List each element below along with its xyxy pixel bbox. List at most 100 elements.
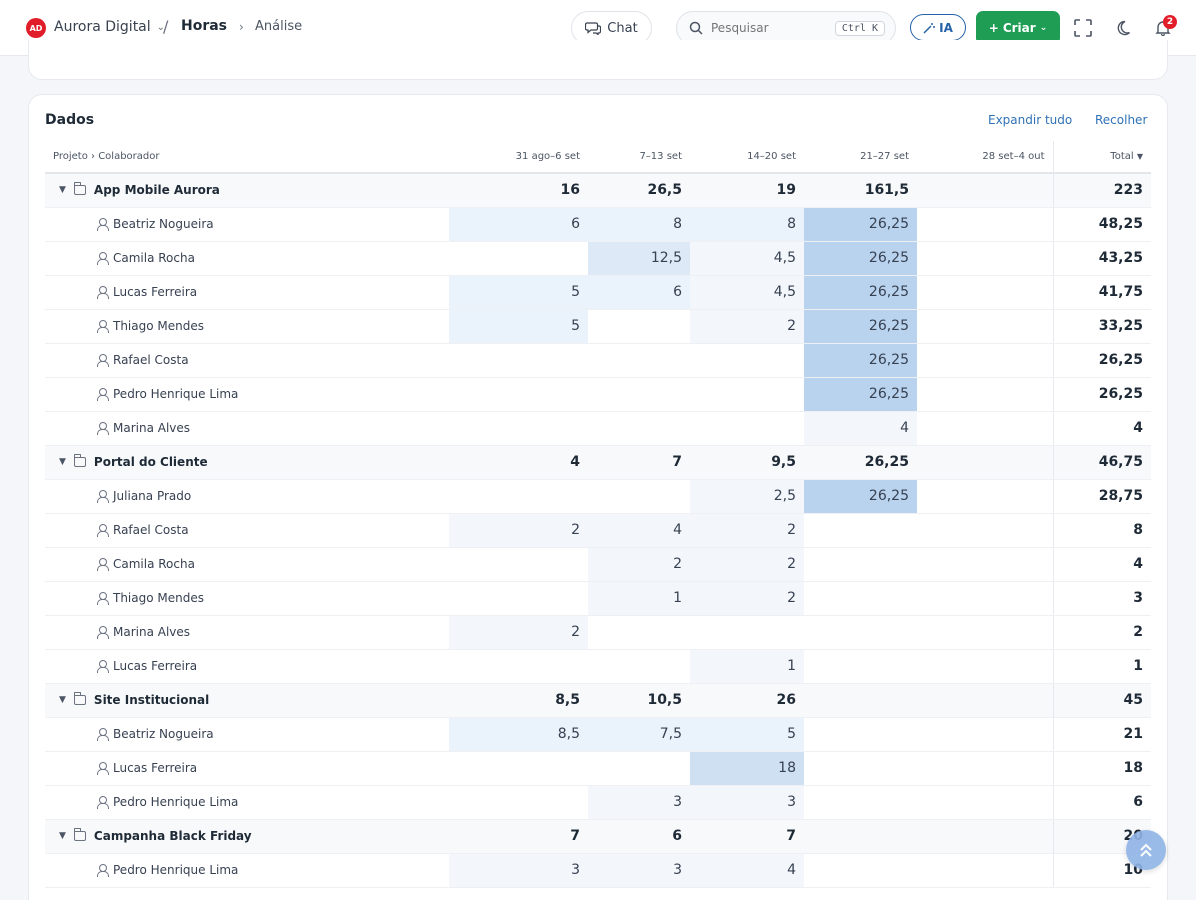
org-logo[interactable]: AD bbox=[26, 18, 46, 38]
org-name: Aurora Digital bbox=[54, 19, 151, 35]
collaborator-row: Rafael Costa 2 4 2 8 bbox=[45, 513, 1151, 548]
caret-down-icon[interactable]: ▼ bbox=[59, 457, 66, 467]
collaborator-row: Pedro Henrique Lima 26,25 26,25 bbox=[45, 377, 1151, 412]
collaborator-name-cell: Lucas Ferreira bbox=[45, 751, 449, 786]
fullscreen-button[interactable] bbox=[1071, 16, 1095, 40]
hours-cell bbox=[804, 717, 917, 752]
collaborator-name-cell: Lucas Ferreira bbox=[45, 275, 449, 310]
project-name-cell: ▼ Portal do Cliente bbox=[45, 445, 449, 480]
hours-cell bbox=[804, 683, 917, 718]
column-header-project[interactable]: Projeto › Colaborador bbox=[45, 141, 449, 174]
hours-cell: 5 bbox=[449, 309, 588, 344]
hours-cell bbox=[804, 649, 917, 684]
folder-icon bbox=[73, 828, 86, 841]
project-name: Site Institucional bbox=[93, 693, 210, 707]
hours-cell bbox=[690, 343, 804, 378]
collaborator-name: Pedro Henrique Lima bbox=[113, 387, 239, 401]
column-header-week-4[interactable]: 21–27 set bbox=[804, 141, 917, 174]
column-header-week-1[interactable]: 31 ago–6 set bbox=[449, 141, 588, 174]
hours-cell: 2 bbox=[690, 547, 804, 582]
expand-all-link[interactable]: Expandir tudo bbox=[988, 113, 1073, 127]
scroll-to-top-button[interactable] bbox=[1126, 830, 1166, 870]
table-header-row: Projeto › Colaborador 31 ago–6 set 7–13 … bbox=[45, 141, 1151, 174]
hours-cell: 6 bbox=[588, 275, 690, 310]
hours-cell: 10,5 bbox=[588, 683, 690, 718]
org-switcher[interactable]: Aurora Digital ⌄ bbox=[54, 19, 165, 35]
chat-icon bbox=[585, 22, 602, 35]
breadcrumb-analysis[interactable]: Análise bbox=[255, 19, 303, 34]
row-total-cell: 45 bbox=[1052, 683, 1151, 718]
collaborator-name-cell: Pedro Henrique Lima bbox=[45, 785, 449, 820]
collaborator-name-cell: Beatriz Nogueira bbox=[45, 207, 449, 242]
create-button[interactable]: + Criar ⌄ bbox=[976, 11, 1060, 45]
hours-cell bbox=[917, 309, 1053, 344]
hours-cell bbox=[449, 411, 588, 446]
hours-cell: 7 bbox=[588, 445, 690, 480]
collaborator-name-cell: Rafael Costa bbox=[45, 343, 449, 378]
hours-cell: 2 bbox=[690, 581, 804, 616]
project-row[interactable]: ▼ App Mobile Aurora 16 26,5 19 161,5 223 bbox=[45, 173, 1151, 208]
hours-cell bbox=[917, 343, 1053, 378]
column-header-week-2[interactable]: 7–13 set bbox=[588, 141, 690, 174]
collapse-link[interactable]: Recolher bbox=[1095, 113, 1148, 127]
hours-cell bbox=[449, 785, 588, 820]
hours-cell bbox=[917, 717, 1053, 752]
search-input[interactable] bbox=[711, 21, 821, 35]
user-icon bbox=[97, 864, 109, 877]
caret-down-icon[interactable]: ▼ bbox=[59, 831, 66, 841]
notification-badge: 2 bbox=[1163, 15, 1177, 29]
collaborator-row: Marina Alves 4 4 bbox=[45, 411, 1151, 446]
hours-cell bbox=[588, 479, 690, 514]
project-row[interactable]: ▼ Site Institucional 8,5 10,5 26 45 bbox=[45, 683, 1151, 718]
hours-cell bbox=[449, 377, 588, 412]
hours-cell bbox=[588, 343, 690, 378]
collaborator-name: Juliana Prado bbox=[113, 489, 192, 503]
caret-down-icon[interactable]: ▼ bbox=[59, 695, 66, 705]
hours-cell: 26,25 bbox=[804, 309, 917, 344]
theme-toggle[interactable] bbox=[1111, 16, 1135, 40]
chat-button[interactable]: Chat bbox=[571, 11, 652, 45]
hours-cell bbox=[449, 547, 588, 582]
collaborator-row: Lucas Ferreira 18 18 bbox=[45, 751, 1151, 786]
hours-cell: 12,5 bbox=[588, 241, 690, 276]
collaborator-name: Lucas Ferreira bbox=[113, 761, 198, 775]
column-header-week-5[interactable]: 28 set–4 out bbox=[917, 141, 1053, 174]
row-total-cell: 26,25 bbox=[1052, 343, 1151, 378]
collaborator-name: Pedro Henrique Lima bbox=[113, 795, 239, 809]
column-header-total[interactable]: Total ▼ bbox=[1052, 141, 1151, 174]
breadcrumb-separator: / bbox=[163, 17, 169, 36]
hours-cell: 6 bbox=[449, 207, 588, 242]
hours-cell bbox=[917, 173, 1053, 208]
caret-down-icon[interactable]: ▼ bbox=[59, 185, 66, 196]
hours-cell: 4 bbox=[804, 411, 917, 446]
row-total-cell: 3 bbox=[1052, 581, 1151, 616]
data-card: Dados Expandir tudo Recolher Projeto › C… bbox=[28, 94, 1168, 900]
hours-cell: 26 bbox=[690, 683, 804, 718]
project-row[interactable]: ▼ Portal do Cliente 4 7 9,5 26,25 46,75 bbox=[45, 445, 1151, 480]
breadcrumb-hours[interactable]: Horas bbox=[181, 18, 228, 34]
hours-cell bbox=[804, 547, 917, 582]
column-header-week-3[interactable]: 14–20 set bbox=[690, 141, 804, 174]
user-icon bbox=[97, 354, 109, 367]
hours-cell: 26,5 bbox=[588, 173, 690, 208]
project-row[interactable]: ▼Campanha Black Friday76720 bbox=[45, 819, 1151, 854]
project-name-cell: ▼ App Mobile Aurora bbox=[45, 173, 449, 208]
row-total-cell: 21 bbox=[1052, 717, 1151, 752]
row-total-cell: 18 bbox=[1052, 751, 1151, 786]
user-icon bbox=[97, 558, 109, 571]
fullscreen-icon bbox=[1074, 19, 1092, 37]
collaborator-row: Camila Rocha 12,5 4,5 26,25 43,25 bbox=[45, 241, 1151, 276]
user-icon bbox=[97, 218, 109, 231]
hours-table: Projeto › Colaborador 31 ago–6 set 7–13 … bbox=[45, 141, 1151, 888]
collaborator-row: Juliana Prado 2,5 26,25 28,75 bbox=[45, 479, 1151, 514]
collaborator-name-cell: Marina Alves bbox=[45, 411, 449, 446]
hours-cell bbox=[917, 581, 1053, 616]
hours-cell: 18 bbox=[690, 751, 804, 786]
row-total-cell: 2 bbox=[1052, 615, 1151, 650]
total-header-label: Total bbox=[1110, 151, 1134, 162]
folder-icon bbox=[73, 182, 86, 196]
user-icon bbox=[97, 286, 109, 299]
hours-cell bbox=[449, 649, 588, 684]
hours-cell bbox=[804, 513, 917, 548]
ai-button[interactable]: IA bbox=[910, 14, 966, 41]
